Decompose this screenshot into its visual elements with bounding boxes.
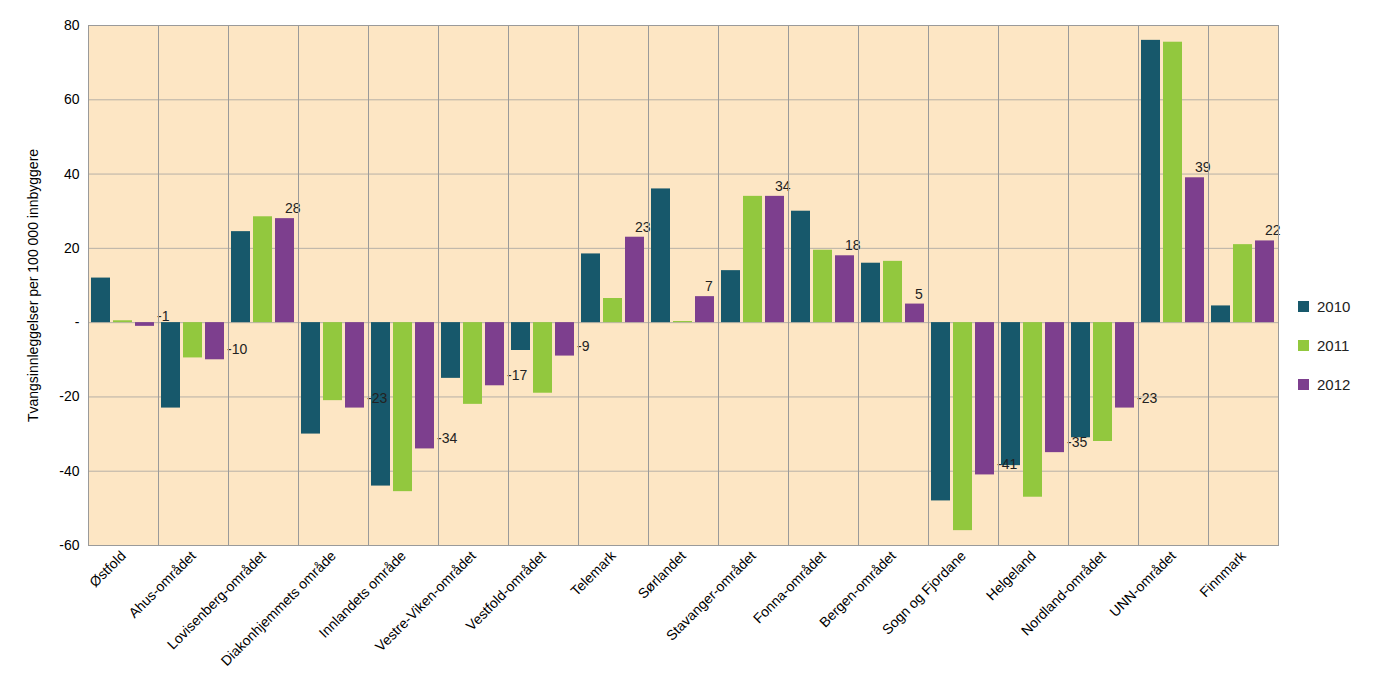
- svg-text:80: 80: [64, 17, 80, 33]
- svg-text:Tvangsinnleggelser per 100 000: Tvangsinnleggelser per 100 000 innbygger…: [25, 149, 41, 422]
- svg-text:Østfold: Østfold: [86, 547, 129, 590]
- svg-text:22: 22: [1265, 222, 1281, 239]
- svg-text:-40: -40: [59, 463, 79, 479]
- svg-text:Innlandets område: Innlandets område: [315, 547, 409, 641]
- svg-text:5: 5: [915, 286, 923, 302]
- svg-text:-35: -35: [1067, 434, 1087, 450]
- svg-text:28: 28: [285, 200, 301, 217]
- svg-text:Finnmark: Finnmark: [1196, 547, 1249, 600]
- svg-text:40: 40: [64, 166, 80, 182]
- svg-text:-60: -60: [59, 537, 79, 553]
- svg-text:18: 18: [845, 237, 861, 254]
- svg-text:-17: -17: [507, 367, 527, 383]
- svg-text:23: 23: [635, 218, 651, 235]
- svg-text:-9: -9: [577, 337, 590, 354]
- svg-text:-23: -23: [367, 390, 387, 406]
- svg-text:34: 34: [775, 177, 791, 194]
- svg-text:Sørlandet: Sørlandet: [635, 547, 689, 601]
- svg-text:-34: -34: [437, 430, 457, 446]
- svg-text:39: 39: [1195, 159, 1211, 176]
- svg-text:Lovisenberg-området: Lovisenberg-området: [163, 547, 269, 653]
- html-text:2011: 2011: [1317, 336, 1350, 354]
- svg-text:-: -: [75, 314, 80, 330]
- svg-text:Nordland-området: Nordland-området: [1018, 547, 1109, 638]
- svg-text:Sogn og Fjordane: Sogn og Fjordane: [879, 547, 969, 637]
- svg-text:UNN-området: UNN-området: [1106, 547, 1178, 619]
- svg-text:-41: -41: [997, 456, 1017, 472]
- html-text:2012: 2012: [1317, 375, 1351, 393]
- svg-text:Vestfold-området: Vestfold-området: [463, 547, 549, 633]
- svg-text:Ahus-området: Ahus-området: [125, 547, 199, 621]
- svg-text:-10: -10: [227, 341, 247, 357]
- svg-text:20: 20: [64, 240, 80, 256]
- svg-text:Bergen-området: Bergen-området: [815, 547, 899, 631]
- svg-text:60: 60: [64, 91, 80, 107]
- svg-text:Helgeland: Helgeland: [983, 547, 1039, 603]
- svg-text:Vestre-Viken-området: Vestre-Viken-området: [372, 547, 479, 654]
- svg-text:7: 7: [705, 278, 713, 294]
- svg-text:Fonna-området: Fonna-området: [750, 547, 829, 626]
- html-text:2010: 2010: [1317, 297, 1351, 315]
- svg-text:Telemark: Telemark: [567, 547, 619, 599]
- svg-text:Diakonhjemmets område: Diakonhjemmets område: [217, 547, 339, 669]
- svg-text:Stavanger-området: Stavanger-området: [663, 547, 759, 643]
- svg-text:-20: -20: [59, 388, 79, 404]
- svg-text:-1: -1: [157, 307, 170, 324]
- svg-text:-23: -23: [1137, 390, 1157, 406]
